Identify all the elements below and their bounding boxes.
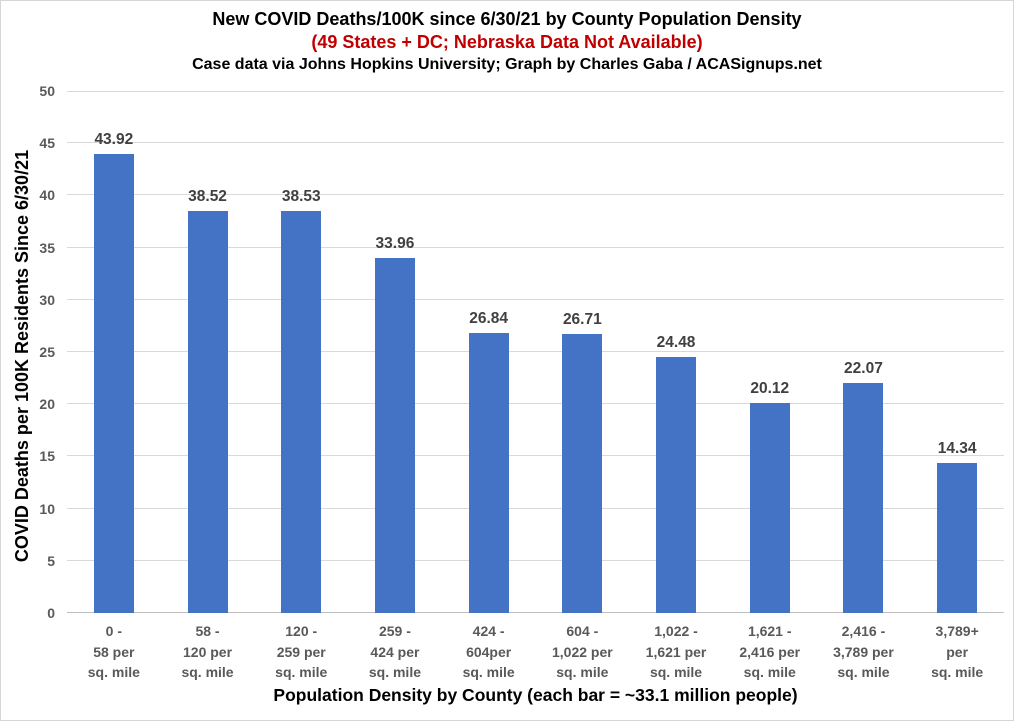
bar-value-label: 20.12: [750, 379, 790, 397]
bar-value-label: 26.84: [469, 309, 509, 327]
category-label: 120 - 259 per sq. mile: [275, 623, 328, 680]
category-label: 259 - 424 per sq. mile: [368, 623, 421, 680]
y-axis-tick-label: 10: [39, 500, 55, 517]
y-axis-tick-label: 30: [39, 291, 55, 308]
y-axis-tick-label: 45: [39, 135, 55, 152]
bar: [937, 463, 978, 613]
gridline: [67, 403, 1004, 405]
x-axis-category-labels: 0 - 58 per sq. mile 58 - 120 per sq. mile…: [67, 621, 1004, 683]
bar: [656, 357, 697, 613]
bar: [374, 258, 415, 613]
category-label: 3,789+ per sq. mile: [931, 623, 984, 680]
chart-title: New COVID Deaths/100K since 6/30/21 by C…: [212, 9, 802, 29]
y-axis-tick-label: 0: [47, 605, 55, 621]
category-label: 58 - 120 per sq. mile: [181, 623, 234, 680]
bar-value-label: 24.48: [656, 334, 696, 352]
bar-value-label: 14.34: [937, 440, 977, 458]
bar: [187, 210, 228, 613]
chart-credit-line: Case data via Johns Hopkins University; …: [192, 56, 822, 73]
category-label: 1,022 - 1,621 per sq. mile: [645, 623, 707, 680]
plot-area: 43.92 38.52 38.53 33.96 26.84 26.71 24.48 20.12…: [67, 91, 1004, 613]
bar-value-label: 33.96: [375, 235, 415, 253]
category-label: 424 - 604per sq. mile: [462, 623, 515, 680]
gridline: [67, 559, 1004, 561]
gridline: [67, 298, 1004, 300]
gridline: [67, 246, 1004, 248]
bar-value-label: 38.53: [281, 187, 321, 205]
bar: [843, 382, 884, 613]
bar: [468, 332, 509, 613]
y-axis-tick-label: 50: [39, 83, 55, 99]
y-axis-tick-label: 15: [39, 448, 55, 465]
bar-value-label: 38.52: [188, 187, 227, 205]
category-label: 0 - 58 per sq. mile: [87, 623, 140, 680]
gridline: [67, 142, 1004, 144]
bar: [562, 334, 603, 613]
chart-subtitle: (49 States + DC; Nebraska Data Not Avail…: [311, 32, 703, 52]
bar-value-label: 22.07: [844, 359, 883, 377]
y-axis-tick-label: 5: [47, 552, 55, 569]
gridline: [67, 455, 1004, 457]
category-label: 2,416 - 3,789 per sq. mile: [833, 623, 894, 680]
bar-value-label: 43.92: [94, 131, 134, 149]
category-label: 604 - 1,022 per sq. mile: [551, 623, 613, 680]
chart-titles: New COVID Deaths/100K since 6/30/21 by C…: [1, 8, 1013, 75]
y-axis-tick-label: 25: [39, 344, 55, 360]
y-axis-tick-label: 20: [39, 396, 55, 413]
bar-value-label: 26.71: [562, 311, 602, 329]
x-axis-baseline: [67, 612, 1004, 613]
gridline: [67, 351, 1004, 352]
bar: [93, 154, 134, 613]
bar: [281, 210, 322, 613]
category-label: 1,621 - 2,416 per sq. mile: [739, 623, 801, 680]
gridline: [67, 507, 1004, 509]
bar: [749, 402, 790, 613]
x-axis-title: Population Density by County (each bar =…: [273, 685, 798, 705]
gridline: [67, 194, 1004, 196]
gridline: [67, 91, 1004, 92]
y-axis-tick-label: 40: [39, 187, 55, 204]
y-axis-tick-label: 35: [39, 239, 55, 256]
